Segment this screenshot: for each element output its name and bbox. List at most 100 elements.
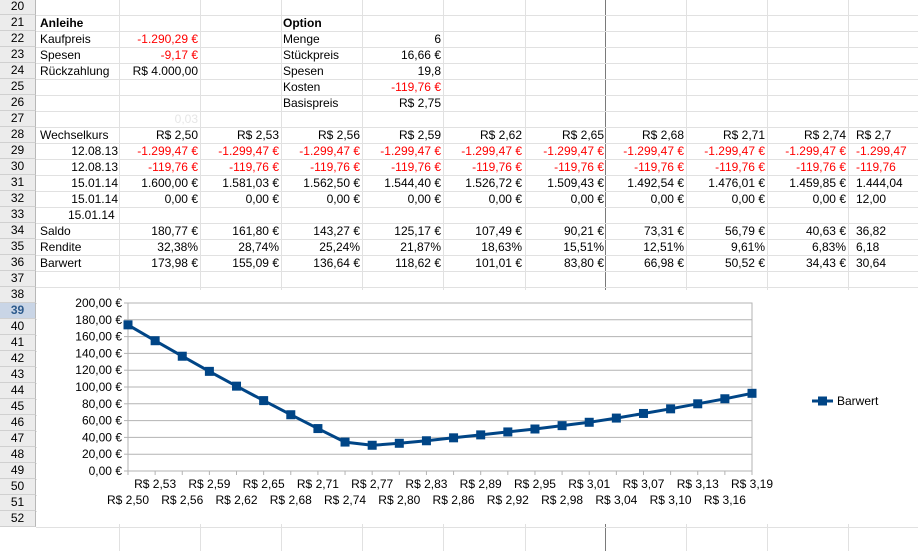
row-header[interactable]: 22 <box>0 31 36 47</box>
table-cell-rendite[interactable]: 6,83% <box>811 240 846 254</box>
table-cell-barwert[interactable]: 30,64 <box>856 256 887 270</box>
table-cell-r30[interactable]: -119,76 <box>856 160 896 174</box>
saldo-label[interactable]: Saldo <box>40 224 71 238</box>
row-header[interactable]: 28 <box>0 127 36 143</box>
table-cell-r29[interactable]: -1.299,47 <box>856 144 907 158</box>
table-cell-r32[interactable]: 0,00 € <box>245 192 279 206</box>
row-header[interactable]: 36 <box>0 255 36 271</box>
table-cell-r31[interactable]: 1.444,04 <box>856 176 903 190</box>
kosten-value[interactable]: -119,76 € <box>391 80 441 94</box>
hidden-value[interactable]: 0,03 <box>174 112 198 126</box>
table-cell-r32[interactable]: 0,00 € <box>326 192 360 206</box>
stueckpreis-value[interactable]: 16,66 € <box>400 48 441 62</box>
table-cell-kurs[interactable]: R$ 2,62 <box>479 128 522 142</box>
table-cell-r30[interactable]: -119,76 € <box>715 160 765 174</box>
table-cell-rendite[interactable]: 28,74% <box>238 240 279 254</box>
table-cell-r29[interactable]: -1.299,47 € <box>785 144 846 158</box>
option-title[interactable]: Option <box>283 16 322 30</box>
table-cell-kurs[interactable]: R$ 2,71 <box>722 128 765 142</box>
row-header[interactable]: 39 <box>0 303 36 319</box>
table-cell-rendite[interactable]: 12,51% <box>643 240 684 254</box>
row-header[interactable]: 21 <box>0 15 36 31</box>
table-cell-r30[interactable]: -119,76 € <box>472 160 522 174</box>
table-cell-r29[interactable]: -1.299,47 € <box>380 144 441 158</box>
table-cell-kurs[interactable]: R$ 2,68 <box>641 128 684 142</box>
table-cell-r30[interactable]: -119,76 € <box>634 160 684 174</box>
menge-label[interactable]: Menge <box>283 32 320 46</box>
row-header[interactable]: 51 <box>0 495 36 511</box>
table-cell-r31[interactable]: 1.459,85 € <box>789 176 846 190</box>
row-header[interactable]: 47 <box>0 431 36 447</box>
table-cell-r30[interactable]: -119,76 € <box>796 160 846 174</box>
table-cell-r29[interactable]: -1.299,47 € <box>299 144 360 158</box>
table-cell-kurs[interactable]: R$ 2,65 <box>561 128 604 142</box>
table-cell-kurs[interactable]: R$ 2,56 <box>317 128 360 142</box>
row-header[interactable]: 50 <box>0 479 36 495</box>
anleihe-title[interactable]: Anleihe <box>40 16 84 30</box>
kaufpreis-value[interactable]: -1.290,29 € <box>137 32 198 46</box>
table-cell-barwert[interactable]: 101,01 € <box>475 256 522 270</box>
table-cell-r29[interactable]: -1.299,47 € <box>623 144 684 158</box>
table-cell-rendite[interactable]: 6,18 <box>856 240 880 254</box>
row-header[interactable]: 29 <box>0 143 36 159</box>
table-cell-r30[interactable]: -119,76 € <box>148 160 198 174</box>
table-cell-rendite[interactable]: 18,63% <box>481 240 522 254</box>
table-cell-barwert[interactable]: 173,98 € <box>151 256 198 270</box>
wechselkurs-label[interactable]: Wechselkurs <box>40 128 109 142</box>
table-cell-saldo[interactable]: 36,82 <box>856 224 887 238</box>
table-cell-rendite[interactable]: 21,87% <box>400 240 441 254</box>
row-header[interactable]: 48 <box>0 447 36 463</box>
table-cell-kurs[interactable]: R$ 2,59 <box>398 128 441 142</box>
table-cell-rendite[interactable]: 32,38% <box>157 240 198 254</box>
row-header[interactable]: 30 <box>0 159 36 175</box>
table-cell-saldo[interactable]: 107,49 € <box>475 224 522 238</box>
row-header[interactable]: 26 <box>0 95 36 111</box>
basispreis-label[interactable]: Basispreis <box>283 96 339 110</box>
table-cell-kurs[interactable]: R$ 2,74 <box>803 128 846 142</box>
row-header[interactable]: 38 <box>0 287 36 303</box>
table-cell-barwert[interactable]: 136,64 € <box>313 256 360 270</box>
row-header[interactable]: 45 <box>0 399 36 415</box>
row-header[interactable]: 42 <box>0 351 36 367</box>
table-cell-r32[interactable]: 0,00 € <box>650 192 684 206</box>
table-cell-r31[interactable]: 1.492,54 € <box>627 176 684 190</box>
table-cell-r31[interactable]: 1.562,50 € <box>303 176 360 190</box>
date-cell[interactable]: 15.01.14 <box>71 176 118 190</box>
table-cell-r29[interactable]: -1.299,47 € <box>543 144 604 158</box>
table-cell-saldo[interactable]: 143,27 € <box>313 224 360 238</box>
table-cell-r29[interactable]: -1.299,47 € <box>137 144 198 158</box>
table-cell-barwert[interactable]: 118,62 € <box>395 256 441 270</box>
table-cell-r31[interactable]: 1.509,43 € <box>547 176 604 190</box>
table-cell-barwert[interactable]: 50,52 € <box>724 256 765 270</box>
spesen-label[interactable]: Spesen <box>40 48 81 62</box>
table-cell-r29[interactable]: -1.299,47 € <box>461 144 522 158</box>
row-header[interactable]: 34 <box>0 223 36 239</box>
table-cell-r32[interactable]: 0,00 € <box>488 192 522 206</box>
table-cell-r29[interactable]: -1.299,47 € <box>704 144 765 158</box>
option-spesen-value[interactable]: 19,8 <box>417 64 441 78</box>
table-cell-barwert[interactable]: 155,09 € <box>232 256 279 270</box>
row-header[interactable]: 41 <box>0 335 36 351</box>
table-cell-r32[interactable]: 0,00 € <box>407 192 441 206</box>
stueckpreis-label[interactable]: Stückpreis <box>283 48 340 62</box>
row-header[interactable]: 20 <box>0 0 36 15</box>
table-cell-r32[interactable]: 0,00 € <box>570 192 604 206</box>
kosten-label[interactable]: Kosten <box>283 80 321 94</box>
row-header[interactable]: 23 <box>0 47 36 63</box>
table-cell-saldo[interactable]: 56,79 € <box>724 224 765 238</box>
table-cell-saldo[interactable]: 73,31 € <box>643 224 684 238</box>
table-cell-rendite[interactable]: 15,51% <box>563 240 604 254</box>
table-cell-kurs[interactable]: R$ 2,50 <box>155 128 198 142</box>
table-cell-r31[interactable]: 1.581,03 € <box>222 176 279 190</box>
table-cell-r32[interactable]: 0,00 € <box>812 192 846 206</box>
table-cell-saldo[interactable]: 125,17 € <box>394 224 441 238</box>
table-cell-r32[interactable]: 0,00 € <box>731 192 765 206</box>
row-header[interactable]: 31 <box>0 175 36 191</box>
row-header[interactable]: 25 <box>0 79 36 95</box>
table-cell-rendite[interactable]: 25,24% <box>319 240 360 254</box>
row-header[interactable]: 40 <box>0 319 36 335</box>
kaufpreis-label[interactable]: Kaufpreis <box>40 32 91 46</box>
row-header[interactable]: 35 <box>0 239 36 255</box>
barwert-chart[interactable]: 0,00 € 20,00 € 40,00 € 60,00 € 80,00 € 100,00… <box>37 290 918 524</box>
table-cell-r30[interactable]: -119,76 € <box>391 160 441 174</box>
